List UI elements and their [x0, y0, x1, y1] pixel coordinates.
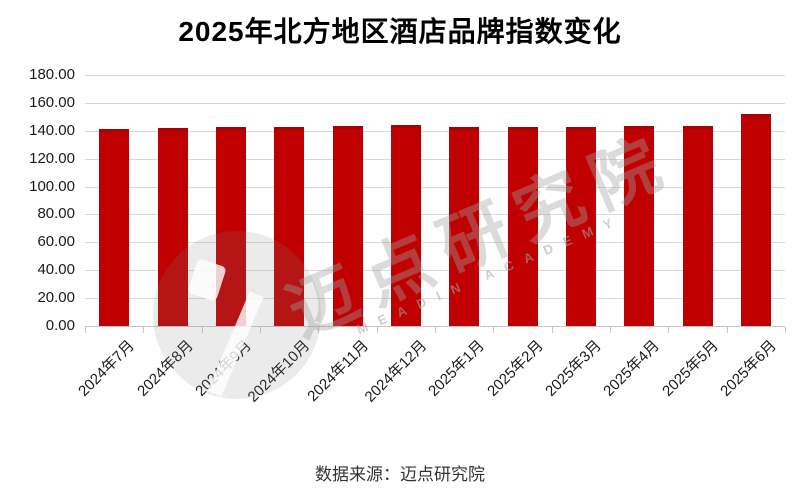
bar [682, 125, 713, 326]
x-axis-tick [785, 327, 786, 333]
bar [99, 128, 130, 326]
y-axis-tick-label: 120.00 [29, 149, 75, 167]
x-axis-tick-label: 2025年1月 [425, 337, 489, 400]
y-axis-tick-label: 20.00 [37, 289, 75, 307]
bar [274, 127, 305, 326]
bar [624, 126, 655, 326]
x-axis-tick-label: 2025年6月 [717, 337, 780, 400]
y-axis-tick-label: 140.00 [29, 121, 75, 139]
x-axis-tick [435, 327, 436, 333]
bar [449, 126, 480, 326]
bar [332, 126, 363, 326]
bar [740, 113, 771, 326]
bar [215, 126, 246, 326]
gridline [85, 75, 785, 76]
x-axis-tick-label: 2024年7月 [75, 337, 139, 400]
bar [507, 126, 538, 326]
x-axis-tick-label: 2025年3月 [542, 337, 605, 400]
gridline [85, 242, 785, 244]
y-axis-tick-label: 0.00 [45, 317, 75, 334]
y-axis-tick-label: 160.00 [29, 93, 75, 111]
y-axis-tick-label: 180.00 [29, 66, 75, 83]
x-axis-tick-label: 2025年4月 [600, 337, 664, 400]
x-axis-tick-label: 2025年2月 [483, 337, 547, 400]
x-axis-tick [85, 327, 86, 333]
x-axis-tick [551, 327, 553, 333]
gridline [85, 298, 785, 300]
x-axis-tick-label: 2024年12月 [361, 337, 430, 406]
bar [565, 127, 596, 326]
bar [390, 125, 421, 326]
x-axis-tick [201, 327, 203, 333]
data-source-note: 数据来源：迈点研究院 [315, 465, 485, 484]
gridline [85, 158, 785, 160]
gridline [85, 214, 785, 216]
gridline [85, 186, 785, 188]
x-axis-tick [493, 327, 495, 333]
y-axis-tick-label: 80.00 [37, 205, 75, 223]
gridline [85, 102, 785, 104]
x-axis-tick-label: 2025年5月 [658, 337, 722, 400]
x-axis-tick [726, 327, 728, 333]
x-axis-tick [143, 327, 145, 333]
y-axis-tick-label: 60.00 [37, 233, 75, 251]
x-axis-tick [668, 327, 670, 333]
x-axis-tick [610, 327, 611, 333]
bar [157, 127, 188, 326]
x-axis-tick [376, 327, 378, 333]
x-axis-line [85, 326, 785, 327]
chart-title: 2025年北方地区酒店品牌指数变化 [178, 16, 622, 47]
x-axis-tick [260, 327, 261, 333]
watermark-logo-circle [153, 231, 321, 399]
gridline [85, 270, 785, 272]
y-axis-tick-label: 40.00 [37, 261, 75, 279]
y-axis-tick-label: 100.00 [29, 177, 75, 195]
gridline [85, 130, 785, 132]
x-axis-tick [318, 327, 320, 333]
